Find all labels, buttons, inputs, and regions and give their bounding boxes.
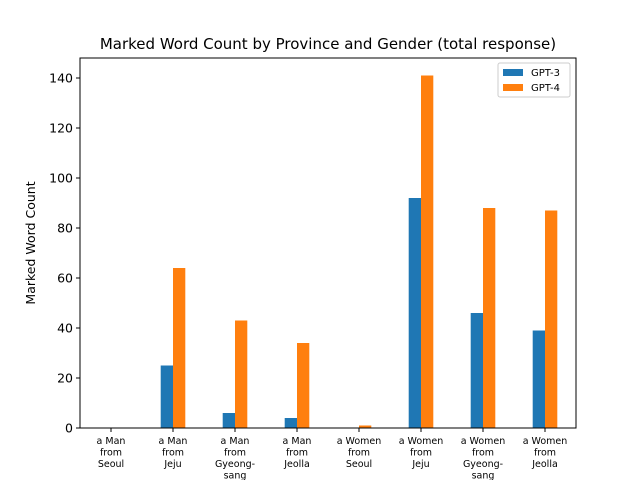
x-tick-label: a Women from Seoul [337, 436, 382, 470]
x-tick-label: a Man from Jeju [159, 436, 188, 470]
y-tick-label: 60 [57, 271, 73, 286]
y-tick-label: 120 [49, 121, 73, 136]
bar-gpt-3-2 [222, 413, 235, 428]
x-axis: a Man from Seoul a Man from Jeju a Man from Gyeo… [97, 428, 568, 480]
bar-gpt-4-5 [421, 75, 434, 428]
x-tick-label: a Women from Jeolla [523, 436, 568, 470]
bar-gpt-4-6 [483, 208, 496, 428]
bar-gpt-3-7 [532, 330, 545, 428]
bar-gpt-3-3 [284, 418, 297, 428]
legend: GPT-3 GPT-4 [497, 62, 571, 98]
legend-swatch-gpt-4 [503, 84, 523, 91]
legend-swatch-gpt-3 [503, 69, 523, 76]
y-tick-label: 40 [57, 321, 73, 336]
x-tick-label: a Man from Gyeong-sang [215, 436, 255, 480]
bar-gpt-4-1 [173, 268, 186, 428]
bar-gpt-3-5 [408, 198, 421, 428]
bar-gpt-3-6 [470, 313, 483, 428]
y-axis-label: Marked Word Count [23, 181, 38, 304]
bar-gpt-4-3 [297, 343, 310, 428]
x-tick-label: a Women from Jeju [399, 436, 444, 470]
y-tick-label: 20 [57, 371, 73, 386]
y-tick-label: 100 [49, 171, 73, 186]
x-tick-label: a Man from Jeolla [283, 436, 312, 470]
y-tick-label: 140 [49, 71, 73, 86]
plot-frame [79, 57, 577, 429]
bar-gpt-4-7 [545, 210, 558, 428]
y-tick-label: 80 [57, 221, 73, 236]
x-tick-label: a Man from Seoul [97, 436, 126, 470]
bar-gpt-4-2 [235, 320, 248, 428]
legend-label-gpt-3: GPT-3 [531, 68, 560, 79]
bar-gpt-3-1 [160, 365, 173, 428]
chart-title: Marked Word Count by Province and Gender… [100, 35, 556, 53]
y-axis: 0 20 40 60 80 100 120 140 [49, 71, 80, 436]
legend-label-gpt-4: GPT-4 [531, 83, 560, 94]
y-tick-label: 0 [65, 421, 73, 436]
bar-gpt-4-4 [359, 425, 372, 428]
x-tick-label: a Women from Gyeong-sang [461, 436, 506, 480]
bars-group [160, 75, 558, 428]
